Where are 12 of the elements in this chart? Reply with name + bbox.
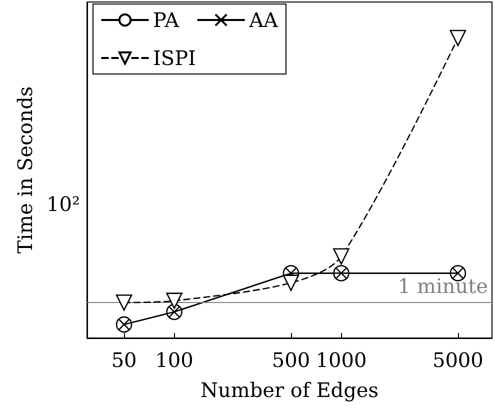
x-tick-label: 100 <box>155 348 194 372</box>
legend-label: PA <box>153 8 180 32</box>
x-tick-label: 50 <box>111 348 137 372</box>
x-axis-title: Number of Edges <box>200 378 379 402</box>
x-tick-label: 500 <box>272 348 310 372</box>
ref-line-label: 1 minute <box>398 274 488 298</box>
legend-label: AA <box>248 8 279 32</box>
legend-label: ISPI <box>153 46 196 70</box>
x-tick-label: 1000 <box>316 348 367 372</box>
x-tick-label: 5000 <box>432 348 484 372</box>
y-axis-title: Time in Seconds <box>13 86 37 254</box>
text: 10² <box>46 192 80 216</box>
